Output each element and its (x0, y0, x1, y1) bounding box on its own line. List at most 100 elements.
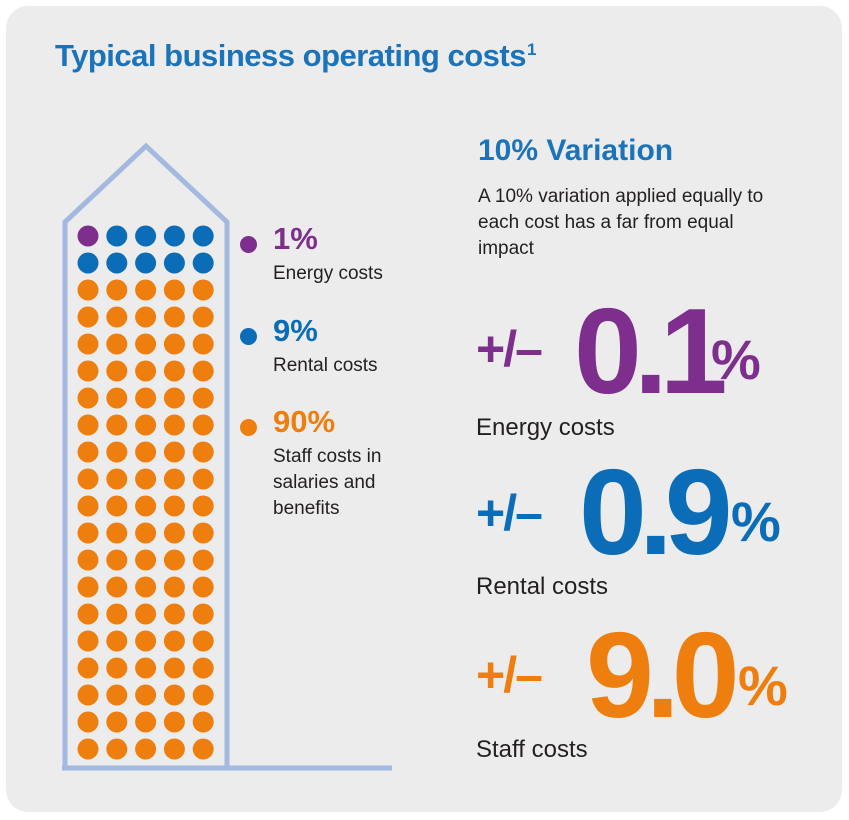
legend-dot-energy (240, 236, 257, 253)
waffle-dot-staff (192, 657, 214, 679)
waffle-dot-rental (106, 252, 128, 274)
waffle-dot-staff (135, 306, 157, 328)
waffle-dot-staff (135, 414, 157, 436)
waffle-dot-staff (192, 603, 214, 625)
waffle-dot-staff (77, 495, 99, 517)
page-title: Typical business operating costs1 (55, 38, 536, 73)
variation-description: A 10% variation applied equally to each … (478, 186, 764, 259)
waffle-dot-staff (163, 306, 185, 328)
waffle-dot-staff (77, 522, 99, 544)
waffle-dot-staff (192, 387, 214, 409)
waffle-dot-rental (163, 252, 185, 274)
waffle-dot-staff (135, 441, 157, 463)
waffle-dot-rental (135, 252, 157, 274)
waffle-dot-staff (192, 630, 214, 652)
waffle-dot-staff (77, 387, 99, 409)
waffle-dots (77, 225, 214, 760)
waffle-dot-staff (163, 387, 185, 409)
impact-sign-rental: +/– (476, 485, 543, 541)
waffle-dot-staff (163, 684, 185, 706)
waffle-dot-staff (163, 495, 185, 517)
waffle-dot-rental (163, 225, 185, 247)
waffle-dot-staff (192, 414, 214, 436)
waffle-dot-staff (163, 738, 185, 760)
impact-unit-energy: % (711, 328, 761, 391)
impact-unit-rental: % (731, 490, 781, 553)
waffle-dot-staff (163, 603, 185, 625)
waffle-dot-staff (163, 711, 185, 733)
impact-label-energy: Energy costs (476, 414, 615, 441)
waffle-dot-staff (135, 711, 157, 733)
impact-label-rental: Rental costs (476, 573, 609, 600)
waffle-dot-staff (135, 387, 157, 409)
waffle-dot-staff (163, 576, 185, 598)
waffle-dot-rental (106, 225, 128, 247)
waffle-dot-staff (192, 549, 214, 571)
legend-label-rental: Rental costs (273, 355, 378, 376)
waffle-dot-staff (163, 414, 185, 436)
waffle-dot-staff (135, 522, 157, 544)
legend-dot-staff (240, 419, 257, 436)
waffle-dot-staff (77, 657, 99, 679)
waffle-dot-staff (106, 414, 128, 436)
waffle-dot-staff (192, 306, 214, 328)
waffle-dot-energy (77, 225, 99, 247)
waffle-dot-staff (192, 576, 214, 598)
waffle-dot-staff (77, 630, 99, 652)
waffle-dot-staff (77, 333, 99, 355)
waffle-dot-staff (77, 279, 99, 301)
waffle-dot-staff (106, 441, 128, 463)
waffle-dot-staff (192, 522, 214, 544)
waffle-dot-staff (77, 738, 99, 760)
waffle-dot-staff (135, 549, 157, 571)
impact-value-staff: 9.0 (586, 607, 740, 743)
building-outline (62, 142, 230, 768)
waffle-dot-staff (163, 522, 185, 544)
legend-label-energy: Energy costs (273, 263, 383, 284)
waffle-dot-staff (192, 495, 214, 517)
waffle-dot-staff (77, 414, 99, 436)
waffle-dot-staff (163, 657, 185, 679)
waffle-dot-staff (135, 738, 157, 760)
legend-label-staff: Staff costs in salaries and benefits (273, 446, 382, 519)
waffle-dot-staff (192, 333, 214, 355)
waffle-dot-staff (135, 279, 157, 301)
waffle-dot-staff (106, 522, 128, 544)
waffle-dot-staff (77, 711, 99, 733)
waffle-dot-staff (106, 630, 128, 652)
waffle-dot-staff (135, 333, 157, 355)
waffle-dot-staff (106, 333, 128, 355)
waffle-dot-staff (135, 630, 157, 652)
waffle-dot-staff (106, 603, 128, 625)
legend-percent-staff: 90% (273, 404, 336, 439)
waffle-dot-staff (77, 360, 99, 382)
waffle-dot-staff (77, 603, 99, 625)
impact-sign-energy: +/– (476, 321, 543, 377)
waffle-dot-staff (77, 576, 99, 598)
waffle-dot-staff (106, 495, 128, 517)
impact-value-energy: 0.1 (574, 283, 728, 419)
waffle-dot-staff (192, 279, 214, 301)
waffle-dot-staff (106, 387, 128, 409)
waffle-dot-staff (106, 549, 128, 571)
waffle-dot-staff (77, 549, 99, 571)
waffle-dot-staff (163, 441, 185, 463)
waffle-dot-staff (192, 360, 214, 382)
waffle-dot-staff (192, 441, 214, 463)
waffle-dot-staff (163, 279, 185, 301)
waffle-dot-staff (192, 738, 214, 760)
waffle-dot-staff (77, 468, 99, 490)
legend-dot-rental (240, 328, 257, 345)
waffle-dot-staff (135, 657, 157, 679)
waffle-dot-staff (106, 657, 128, 679)
waffle-dot-staff (135, 360, 157, 382)
waffle-dot-staff (135, 576, 157, 598)
waffle-dot-staff (106, 711, 128, 733)
waffle-dot-staff (106, 576, 128, 598)
waffle-dot-staff (135, 495, 157, 517)
waffle-dot-rental (192, 225, 214, 247)
waffle-dot-rental (135, 225, 157, 247)
waffle-dot-staff (163, 360, 185, 382)
waffle-dot-staff (77, 306, 99, 328)
